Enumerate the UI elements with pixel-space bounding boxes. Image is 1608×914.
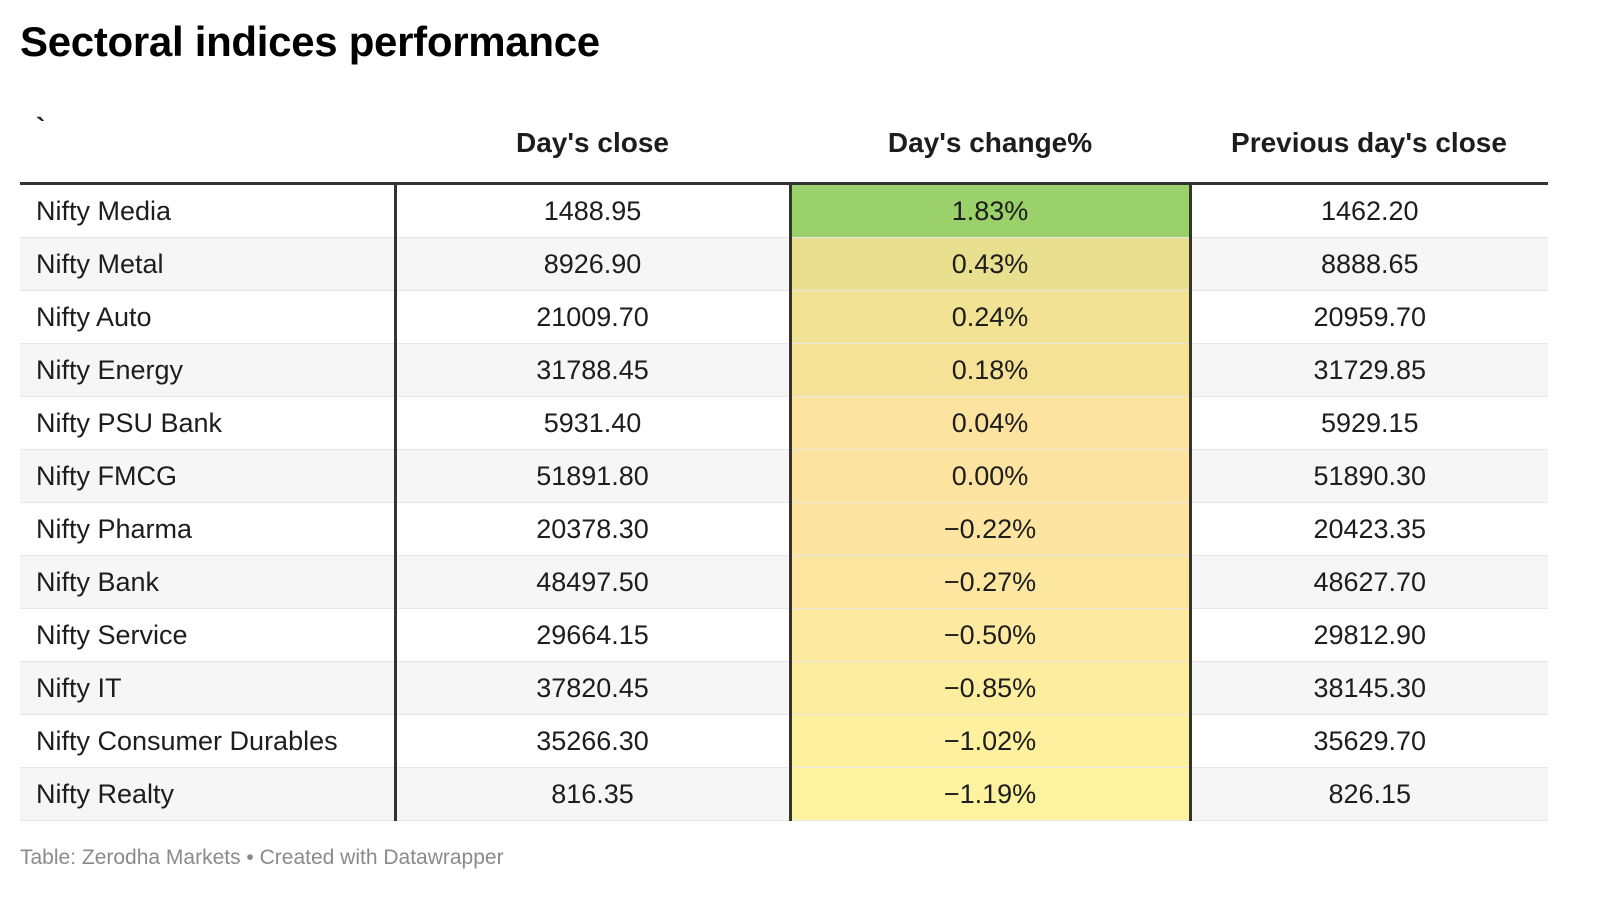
table-row: Nifty Media 1488.95 1.83% 1462.20 <box>20 183 1548 238</box>
header-name: ` <box>20 104 395 185</box>
previous-close-cell: 31729.85 <box>1190 343 1548 397</box>
day-close-cell: 31788.45 <box>393 343 790 397</box>
table-row: Nifty IT 37820.45 −0.85% 38145.30 <box>20 661 1548 715</box>
previous-close-cell: 8888.65 <box>1190 237 1548 291</box>
header-change: Day's change% <box>790 104 1190 185</box>
sector-name-cell: Nifty FMCG <box>20 449 395 503</box>
day-change-cell: −0.85% <box>788 661 1192 715</box>
header-close: Day's close <box>395 104 790 185</box>
header-row: ` Day's close Day's change% Previous day… <box>20 104 1548 185</box>
previous-close-cell: 35629.70 <box>1190 714 1548 768</box>
day-close-cell: 5931.40 <box>393 396 790 450</box>
day-close-cell: 20378.30 <box>393 502 790 556</box>
sector-name-cell: Nifty PSU Bank <box>20 396 395 450</box>
table-row: Nifty Energy 31788.45 0.18% 31729.85 <box>20 343 1548 397</box>
previous-close-cell: 1462.20 <box>1190 183 1548 238</box>
table-row: Nifty Consumer Durables 35266.30 −1.02% 356… <box>20 714 1548 768</box>
chart-title: Sectoral indices performance <box>20 18 600 65</box>
day-change-cell: −0.50% <box>788 608 1192 662</box>
previous-close-cell: 48627.70 <box>1190 555 1548 609</box>
table-body: Nifty Media 1488.95 1.83% 1462.20 Nifty Meta… <box>20 183 1548 821</box>
table-row: Nifty Bank 48497.50 −0.27% 48627.70 <box>20 555 1548 609</box>
sector-name-cell: Nifty Auto <box>20 290 395 344</box>
day-change-cell: −0.22% <box>788 502 1192 556</box>
table-row: Nifty Metal 8926.90 0.43% 8888.65 <box>20 237 1548 291</box>
table-row: Nifty Service 29664.15 −0.50% 29812.90 <box>20 608 1548 662</box>
day-close-cell: 816.35 <box>393 767 790 821</box>
previous-close-cell: 38145.30 <box>1190 661 1548 715</box>
sector-name-cell: Nifty Bank <box>20 555 395 609</box>
table-row: Nifty Pharma 20378.30 −0.22% 20423.35 <box>20 502 1548 556</box>
day-change-cell: 0.04% <box>788 396 1192 450</box>
day-close-cell: 8926.90 <box>393 237 790 291</box>
sector-name-cell: Nifty Service <box>20 608 395 662</box>
sector-table: ` Day's close Day's change% Previous day… <box>20 104 1548 821</box>
day-change-cell: 1.83% <box>788 183 1192 238</box>
table-row: Nifty FMCG 51891.80 0.00% 51890.30 <box>20 449 1548 503</box>
sector-name-cell: Nifty Consumer Durables <box>20 714 395 768</box>
day-close-cell: 48497.50 <box>393 555 790 609</box>
day-change-cell: −1.02% <box>788 714 1192 768</box>
sector-name-cell: Nifty Realty <box>20 767 395 821</box>
table-row: Nifty Realty 816.35 −1.19% 826.15 <box>20 767 1548 821</box>
source-footer: Table: Zerodha Markets • Created with Da… <box>20 846 504 869</box>
previous-close-cell: 20423.35 <box>1190 502 1548 556</box>
sector-name-cell: Nifty Media <box>20 183 395 238</box>
day-change-cell: 0.00% <box>788 449 1192 503</box>
previous-close-cell: 5929.15 <box>1190 396 1548 450</box>
previous-close-cell: 826.15 <box>1190 767 1548 821</box>
table-row: Nifty Auto 21009.70 0.24% 20959.70 <box>20 290 1548 344</box>
table-row: Nifty PSU Bank 5931.40 0.04% 5929.15 <box>20 396 1548 450</box>
header-prev: Previous day's close <box>1190 104 1548 185</box>
day-change-cell: −1.19% <box>788 767 1192 821</box>
day-change-cell: 0.43% <box>788 237 1192 291</box>
sector-name-cell: Nifty IT <box>20 661 395 715</box>
sector-name-cell: Nifty Pharma <box>20 502 395 556</box>
day-change-cell: 0.24% <box>788 290 1192 344</box>
sector-name-cell: Nifty Energy <box>20 343 395 397</box>
day-close-cell: 35266.30 <box>393 714 790 768</box>
day-change-cell: −0.27% <box>788 555 1192 609</box>
day-change-cell: 0.18% <box>788 343 1192 397</box>
sector-name-cell: Nifty Metal <box>20 237 395 291</box>
day-close-cell: 37820.45 <box>393 661 790 715</box>
day-close-cell: 51891.80 <box>393 449 790 503</box>
previous-close-cell: 29812.90 <box>1190 608 1548 662</box>
previous-close-cell: 51890.30 <box>1190 449 1548 503</box>
day-close-cell: 29664.15 <box>393 608 790 662</box>
previous-close-cell: 20959.70 <box>1190 290 1548 344</box>
day-close-cell: 21009.70 <box>393 290 790 344</box>
day-close-cell: 1488.95 <box>393 183 790 238</box>
